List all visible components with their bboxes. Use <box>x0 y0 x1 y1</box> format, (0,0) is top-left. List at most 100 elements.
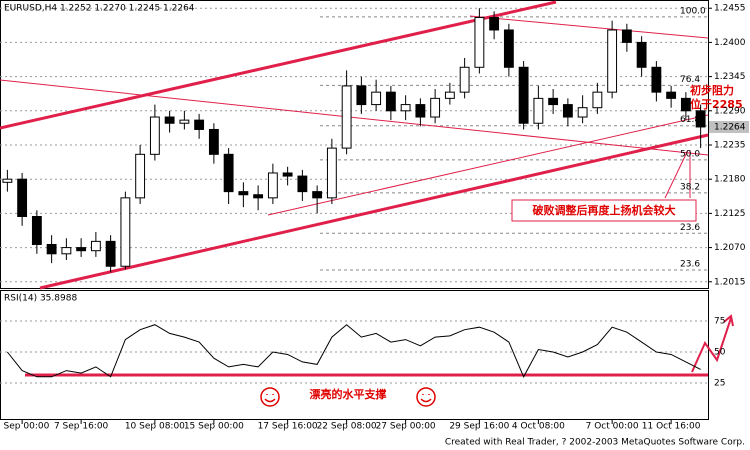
trend-lines <box>0 0 734 377</box>
candle-body <box>120 197 131 267</box>
x-tick-label: 29 Sep 16:00 <box>449 422 509 432</box>
candle-body <box>607 29 618 93</box>
x-tick-label: 22 Sep 08:00 <box>317 422 377 432</box>
candle-body <box>46 243 57 255</box>
x-tick-label: 10 Sep 08:00 <box>125 422 185 432</box>
candle-body <box>680 97 691 112</box>
annotation: 漂亮的水平支撑 <box>310 387 387 401</box>
y-tick-label: 1.2235 <box>714 141 746 151</box>
candle-body <box>282 172 293 177</box>
candle-body <box>208 128 219 155</box>
x-tick-label: 3 Sep 00:00 <box>0 422 50 432</box>
rsi-arrow <box>691 317 732 373</box>
rsi-panel <box>0 290 709 420</box>
candle-body <box>223 153 234 193</box>
x-tick-label: 7 Oct 00:00 <box>586 422 639 432</box>
candle-body <box>548 97 559 106</box>
rsi-title: RSI(14) 35.8988 <box>4 294 77 304</box>
y-tick-label: 75 <box>714 317 725 327</box>
candle-body <box>459 66 470 93</box>
y-tick-label: 1.2400 <box>714 38 746 48</box>
candle-body <box>164 116 175 124</box>
candle-body <box>90 240 101 252</box>
candle-body <box>135 153 146 199</box>
y-tick-label: 50 <box>714 348 726 358</box>
smiley-face <box>420 394 432 403</box>
x-tick-label: 27 Sep 00:00 <box>376 422 436 432</box>
candle-body <box>312 191 323 199</box>
y-tick-label: 1.2015 <box>714 277 746 287</box>
annotation: 初步阻力 <box>690 83 734 97</box>
smiley <box>416 387 436 407</box>
lower-channel <box>39 133 709 290</box>
candle-body <box>194 119 205 130</box>
mid-channel <box>267 114 709 216</box>
candle-body <box>695 110 706 128</box>
candle-body <box>430 97 441 118</box>
fib-label: 100.0 <box>680 6 706 16</box>
symbol-header: EURUSD,H4 1.2252 1.2270 1.2245 1.2264 <box>4 4 195 14</box>
candle-body <box>179 119 190 124</box>
y-tick-label: 1.2070 <box>714 243 746 253</box>
candle-body <box>17 178 28 217</box>
fib-label: 23.6 <box>680 259 700 269</box>
candle-body <box>444 91 455 99</box>
candle-body <box>297 175 308 193</box>
fib-label: 76.4 <box>680 75 700 85</box>
candle-body <box>415 104 426 118</box>
candle-body <box>356 85 367 106</box>
x-tick-label: 7 Sep 16:00 <box>54 422 109 432</box>
fib-label: 61.8 <box>680 115 700 125</box>
candle-body <box>385 91 396 112</box>
rsi-line <box>6 324 701 378</box>
upper-channel <box>0 0 557 130</box>
candle-body <box>489 17 500 31</box>
smiley <box>260 387 280 407</box>
y-tick-label: 1.2125 <box>714 209 746 219</box>
candle-body <box>621 29 632 43</box>
annotation-box <box>511 199 697 222</box>
x-tick-label: 17 Sep 16:00 <box>258 422 318 432</box>
y-tick-label: 1.2180 <box>714 175 746 185</box>
candle-body <box>341 85 352 149</box>
candle-body <box>577 107 588 118</box>
candle-body <box>371 91 382 106</box>
top-line <box>469 15 709 39</box>
annotation: 位于2285 <box>690 97 743 111</box>
last-price-box <box>709 120 749 133</box>
fib-label: 38.2 <box>680 182 700 192</box>
candle-body <box>76 247 87 252</box>
candle-body <box>636 41 647 68</box>
candle-body <box>651 66 662 93</box>
x-tick-label: 15 Sep 00:00 <box>184 422 244 432</box>
candle-body <box>31 216 42 245</box>
smiley-face <box>264 394 276 403</box>
arrow-head <box>723 314 734 327</box>
candle-body <box>149 116 160 155</box>
candle-body <box>326 147 337 199</box>
y-tick-label: 1.2290 <box>714 106 746 116</box>
candle-body <box>666 91 677 99</box>
candle-body <box>238 191 249 196</box>
fib-label: 23.6 <box>680 223 700 233</box>
smileys <box>260 387 436 407</box>
candle-body <box>253 194 264 199</box>
x-tick-label: 4 Oct 08:00 <box>512 422 565 432</box>
y-tick-label: 1.2455 <box>714 4 746 14</box>
candle-body <box>267 172 278 199</box>
y-tick-label: 25 <box>714 379 725 389</box>
annotation: 破败调整后再度上扬机会较大 <box>533 203 676 217</box>
candle-body <box>105 240 116 267</box>
candle-body <box>61 247 72 255</box>
descending-line <box>0 79 709 156</box>
fib-label: 50.0 <box>680 149 700 159</box>
candle-body <box>503 29 514 68</box>
candle-body <box>533 97 544 124</box>
candle-body <box>474 17 485 68</box>
pointer <box>664 149 689 199</box>
footer: Created with Real Trader, ? 2002-2003 Me… <box>445 438 745 448</box>
candle-body <box>400 104 411 112</box>
candle-body <box>2 178 13 183</box>
last-price-label: 1.2264 <box>714 122 746 132</box>
